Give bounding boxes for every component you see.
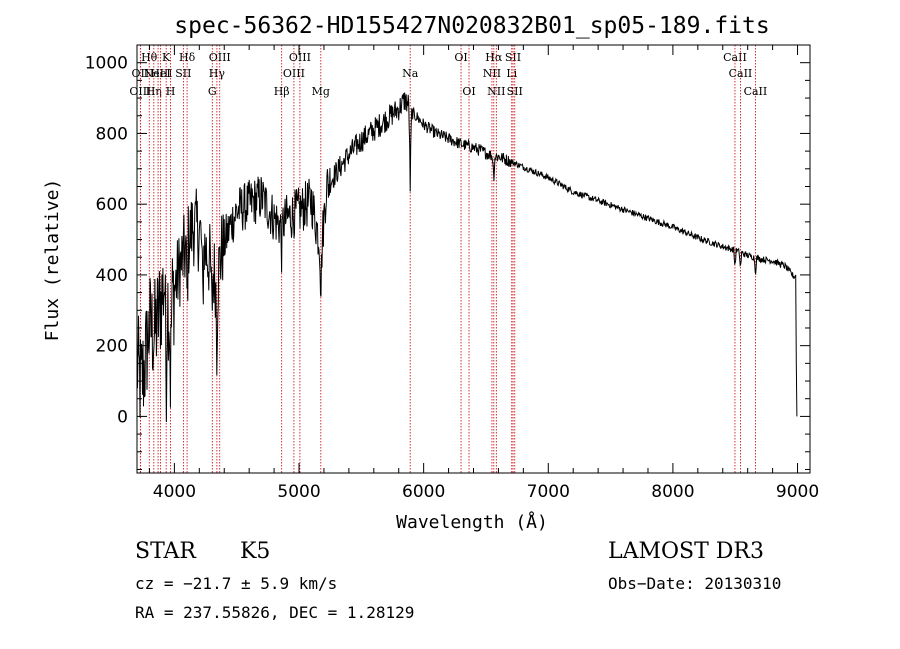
line-marker-label: OI [462,85,475,98]
line-marker-label: OIII [209,51,231,64]
x-tick-label: 9000 [776,482,819,502]
line-marker-label: Hβ [274,85,290,98]
line-marker-label: Hη [146,85,162,98]
object-class: STAR [135,539,196,564]
line-marker-label: CaII [744,85,768,98]
x-tick-label: 4000 [153,482,196,502]
x-tick-label: 8000 [651,482,694,502]
redshift-cz: cz = −21.7 ± 5.9 km/s [135,574,338,593]
line-marker-label: G [208,85,217,98]
line-marker-label: HeI [150,67,170,80]
line-marker-label: NII [483,67,501,80]
line-marker-label: SII [507,85,523,98]
line-marker-label: CaII [729,67,753,80]
line-marker-label: Hα [485,51,503,64]
y-tick-label: 200 [96,337,128,357]
spectrum-line [136,92,798,423]
observation-date: Obs−Date: 20130310 [608,574,782,593]
x-tick-label: 6000 [402,482,445,502]
y-tick-label: 600 [96,195,128,215]
chart-title: spec-56362-HD155427N020832B01_sp05-189.f… [174,13,769,39]
line-marker-label: K [162,51,171,64]
line-marker-label: Hγ [209,67,226,80]
line-marker-label: Li [506,67,517,80]
line-marker-label: OIII [129,85,151,98]
line-marker-label: NII [487,85,505,98]
y-axis-label: Flux (relative) [42,179,63,342]
line-marker-label: Na [402,67,419,80]
line-marker-label: Hδ [179,51,196,64]
line-marker-label: NeIII [143,67,172,80]
line-marker-label: Mg [312,85,330,98]
line-marker-label: OI [454,51,467,64]
x-tick-label: 5000 [277,482,320,502]
coordinates: RA = 237.55826, DEC = 1.28129 [135,603,415,622]
line-marker-label: SII [175,67,191,80]
x-tick-label: 7000 [527,482,570,502]
y-tick-label: 400 [96,266,128,286]
y-tick-label: 1000 [85,54,128,74]
line-marker-label: CaII [723,51,747,64]
line-marker-label: SII [505,51,521,64]
object-subclass: K5 [240,539,271,564]
line-marker-label: H [166,85,176,98]
x-axis-label: Wavelength (Å) [396,511,548,533]
plot-frame [136,44,811,474]
line-marker-label: Hθ [141,51,158,64]
line-marker-label: OIII [283,67,305,80]
survey-name: LAMOST DR3 [608,539,764,564]
y-tick-label: 800 [96,124,128,144]
line-marker-label: OIII [289,51,311,64]
y-tick-label: 0 [117,407,128,427]
